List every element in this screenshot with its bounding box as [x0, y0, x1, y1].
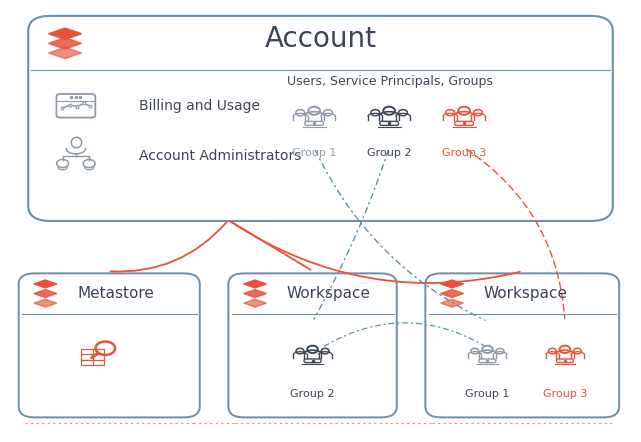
Text: Billing and Usage: Billing and Usage: [139, 99, 260, 113]
Polygon shape: [440, 280, 463, 288]
FancyBboxPatch shape: [426, 273, 619, 417]
Bar: [81, 349, 92, 354]
Bar: [92, 354, 104, 359]
Text: Account Administrators: Account Administrators: [139, 149, 302, 164]
Text: Workspace: Workspace: [287, 286, 371, 301]
Polygon shape: [34, 280, 57, 288]
Polygon shape: [49, 47, 81, 59]
Polygon shape: [440, 290, 463, 297]
Bar: [92, 349, 104, 354]
Text: Metastore: Metastore: [77, 286, 154, 301]
Text: Group 3: Group 3: [442, 148, 487, 158]
Text: Group 1: Group 1: [465, 389, 510, 399]
FancyBboxPatch shape: [19, 273, 200, 417]
Polygon shape: [49, 38, 81, 49]
Polygon shape: [34, 299, 57, 307]
Polygon shape: [34, 290, 57, 297]
Polygon shape: [244, 299, 267, 307]
Polygon shape: [49, 28, 81, 39]
FancyBboxPatch shape: [228, 273, 397, 417]
Text: Group 2: Group 2: [290, 389, 335, 399]
Text: Group 2: Group 2: [367, 148, 412, 158]
Polygon shape: [440, 299, 463, 307]
FancyBboxPatch shape: [28, 16, 613, 221]
Polygon shape: [244, 280, 267, 288]
Bar: [81, 354, 92, 359]
Text: Group 1: Group 1: [292, 148, 337, 158]
Bar: [81, 359, 92, 365]
Polygon shape: [244, 290, 267, 297]
Text: Users, Service Principals, Groups: Users, Service Principals, Groups: [287, 75, 494, 88]
Text: Workspace: Workspace: [484, 286, 568, 301]
Text: Account: Account: [265, 25, 376, 53]
Bar: [92, 359, 104, 365]
Text: Group 3: Group 3: [543, 389, 587, 399]
